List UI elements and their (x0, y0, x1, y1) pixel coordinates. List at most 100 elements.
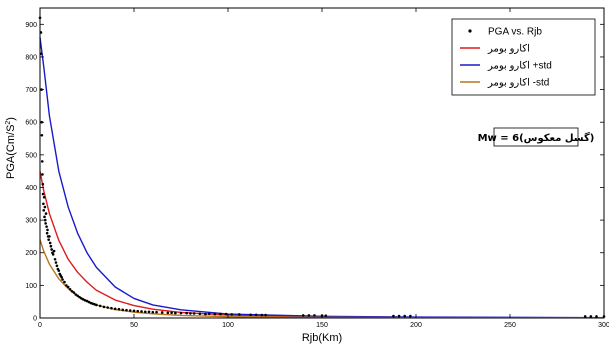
data-point (48, 235, 51, 238)
legend-label-1: اکارو بومر (487, 44, 530, 55)
data-point (50, 248, 53, 251)
data-point (41, 182, 45, 186)
y-tick-label: 800 (25, 54, 37, 61)
data-point (179, 311, 183, 315)
data-point (224, 312, 228, 316)
data-point (128, 309, 132, 312)
data-point (40, 133, 44, 137)
data-point (55, 264, 59, 268)
data-point (213, 312, 217, 316)
y-tick-label: 200 (25, 250, 37, 257)
data-point (72, 291, 76, 294)
data-point (185, 311, 188, 315)
x-tick-label: 300 (598, 322, 609, 329)
data-point (46, 228, 49, 232)
data-point (136, 309, 140, 313)
legend-label-2: اکارو بومر +std (487, 61, 552, 72)
data-point (45, 231, 49, 235)
data-point (60, 275, 63, 279)
annotation-box (493, 127, 579, 147)
data-point (49, 244, 53, 248)
data-point (204, 312, 207, 316)
data-point (102, 305, 106, 309)
legend-marker-data (468, 29, 472, 33)
data-point (70, 289, 74, 293)
data-point (170, 311, 173, 315)
x-tick-label: 150 (316, 322, 328, 329)
data-point (151, 310, 155, 314)
annotation-text: Mw = 6(گسل معکوس) (478, 131, 595, 144)
y-tick-label: 600 (25, 120, 37, 127)
data-point (41, 192, 45, 196)
points-layer (38, 16, 606, 318)
annotation: Mw = 6(گسل معکوس) (478, 127, 595, 147)
data-point (125, 308, 128, 312)
x-tick-label: 100 (222, 322, 234, 329)
x-axis-label: Rjb(Km) (302, 332, 342, 344)
data-point (44, 222, 47, 225)
legend-label-0: PGA vs. Rjb (488, 27, 542, 38)
y-ticks: 0 100 200 300 400 500 600 700 800 900 (25, 22, 604, 323)
data-point (43, 218, 47, 222)
y-tick-label: 100 (25, 283, 37, 290)
data-point (230, 313, 234, 316)
legend-label-3: اکارو بومر -std (487, 78, 549, 89)
data-point (68, 287, 72, 291)
data-point (174, 311, 177, 315)
data-point (53, 257, 57, 261)
y-tick-label: 700 (25, 87, 37, 94)
data-point (147, 310, 151, 314)
data-point (42, 209, 46, 212)
data-point (42, 195, 46, 199)
data-point (41, 173, 44, 176)
data-point (42, 202, 45, 206)
data-point (43, 205, 47, 209)
data-point (43, 215, 46, 219)
data-point (143, 310, 147, 314)
data-point (264, 313, 267, 317)
x-tick-label: 50 (130, 322, 138, 329)
data-point (254, 313, 258, 317)
data-point (140, 310, 143, 313)
x-tick-label: 250 (504, 322, 516, 329)
data-point (132, 309, 136, 313)
data-point (324, 314, 328, 318)
data-point (117, 307, 121, 311)
data-point (45, 225, 48, 228)
data-point (40, 160, 44, 163)
data-point (47, 238, 50, 241)
data-point (249, 313, 252, 317)
data-point (207, 312, 211, 316)
x-tick-label: 200 (410, 322, 422, 329)
x-ticks: 0 50 100 150 200 250 300 (38, 8, 609, 329)
data-point (51, 253, 55, 256)
data-point (160, 311, 164, 314)
data-point (237, 313, 241, 316)
data-point (260, 313, 264, 317)
data-point (589, 315, 593, 318)
data-point (44, 212, 48, 215)
data-point (219, 312, 222, 316)
data-point (307, 314, 311, 317)
data-point (98, 304, 102, 308)
data-point (409, 314, 412, 318)
data-point (397, 314, 401, 318)
data-point (113, 307, 117, 311)
data-point (65, 284, 68, 287)
y-tick-label: 300 (25, 218, 37, 225)
data-point (66, 285, 70, 289)
data-point (192, 312, 196, 315)
data-point (95, 303, 98, 307)
x-tick-label: 0 (38, 322, 42, 329)
y-tick-label: 900 (25, 22, 37, 29)
data-point (189, 312, 192, 315)
data-point (48, 241, 52, 245)
data-point (198, 312, 202, 316)
data-point (76, 294, 79, 298)
data-point (74, 293, 78, 296)
data-point (121, 308, 125, 312)
data-point (392, 314, 395, 318)
data-point (78, 295, 81, 299)
y-tick-label: 400 (25, 185, 37, 192)
y-tick-label: 0 (33, 316, 37, 323)
